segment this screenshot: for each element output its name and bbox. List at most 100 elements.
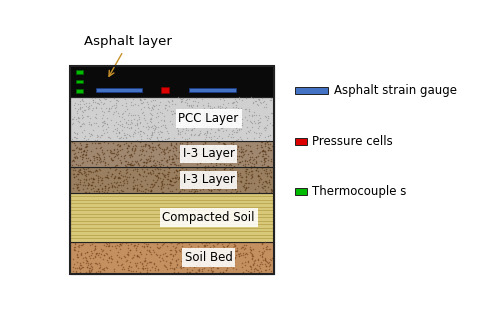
Point xyxy=(123,146,131,151)
Point xyxy=(164,137,172,142)
Point xyxy=(167,143,175,148)
Point xyxy=(252,168,260,173)
Point xyxy=(171,179,179,184)
Point xyxy=(68,116,76,121)
Point xyxy=(242,174,250,179)
Point xyxy=(118,255,126,260)
Point xyxy=(246,264,254,269)
Point xyxy=(188,127,196,132)
Point xyxy=(171,176,179,181)
Point xyxy=(148,264,156,269)
Point xyxy=(228,168,236,173)
Point xyxy=(78,146,86,151)
Point xyxy=(220,109,228,114)
Point xyxy=(153,135,161,140)
Point xyxy=(82,137,90,142)
Point xyxy=(267,110,275,115)
Point xyxy=(242,107,250,112)
Point xyxy=(216,162,224,167)
Point xyxy=(222,179,230,184)
Point xyxy=(174,95,182,100)
Point xyxy=(174,168,182,173)
Point xyxy=(160,264,168,269)
Point xyxy=(74,162,82,167)
Point xyxy=(127,162,135,167)
Point xyxy=(102,126,110,131)
Point xyxy=(80,250,88,255)
Point xyxy=(84,265,92,270)
Point xyxy=(264,158,272,163)
Point xyxy=(82,186,90,191)
Point xyxy=(206,119,214,124)
Point xyxy=(208,127,216,132)
Point xyxy=(130,186,138,191)
Point xyxy=(146,157,154,162)
Point xyxy=(109,151,117,156)
Point xyxy=(114,182,122,187)
Point xyxy=(132,246,140,251)
Point xyxy=(171,245,179,250)
Point xyxy=(89,128,97,133)
Point xyxy=(136,182,144,187)
Point xyxy=(70,261,78,266)
Point xyxy=(225,259,233,264)
Point xyxy=(114,176,122,181)
Point xyxy=(128,119,136,124)
Point xyxy=(266,179,274,184)
Point xyxy=(171,111,179,116)
Point xyxy=(254,142,262,147)
Point xyxy=(170,266,177,271)
Point xyxy=(156,134,164,139)
Point xyxy=(149,148,157,153)
Point xyxy=(174,129,182,134)
Point xyxy=(140,257,148,262)
Point xyxy=(205,240,213,245)
Point xyxy=(78,115,86,121)
Point xyxy=(144,104,152,109)
Point xyxy=(198,152,205,157)
Point xyxy=(154,142,162,147)
Point xyxy=(124,249,132,254)
Point xyxy=(212,186,220,191)
Point xyxy=(143,244,151,249)
Point xyxy=(266,260,274,265)
Point xyxy=(214,265,222,270)
Point xyxy=(137,179,145,184)
Point xyxy=(266,132,274,137)
Point xyxy=(242,186,250,191)
Point xyxy=(268,188,276,193)
Point xyxy=(102,121,110,126)
Point xyxy=(112,163,120,168)
Point xyxy=(104,188,112,193)
Point xyxy=(200,187,207,192)
Point xyxy=(220,97,228,102)
Point xyxy=(164,177,172,182)
Point xyxy=(146,248,154,253)
Point xyxy=(164,173,172,178)
Point xyxy=(250,246,258,251)
Point xyxy=(130,102,138,107)
Point xyxy=(137,144,145,149)
Point xyxy=(70,135,78,140)
Point xyxy=(204,150,212,155)
Point xyxy=(92,104,100,109)
Point xyxy=(108,243,116,248)
Point xyxy=(230,262,238,267)
Point xyxy=(117,160,125,165)
Point xyxy=(166,262,174,267)
Point xyxy=(210,144,218,149)
Point xyxy=(222,188,230,193)
Point xyxy=(74,172,82,177)
Point xyxy=(147,116,155,121)
Point xyxy=(128,143,136,148)
Point xyxy=(258,185,266,190)
Point xyxy=(264,181,272,186)
Point xyxy=(246,149,254,154)
Point xyxy=(172,167,180,172)
Point xyxy=(148,98,156,103)
Point xyxy=(246,267,254,272)
Point xyxy=(266,246,274,251)
Point xyxy=(147,116,155,121)
Point xyxy=(116,188,124,193)
Point xyxy=(190,265,198,270)
